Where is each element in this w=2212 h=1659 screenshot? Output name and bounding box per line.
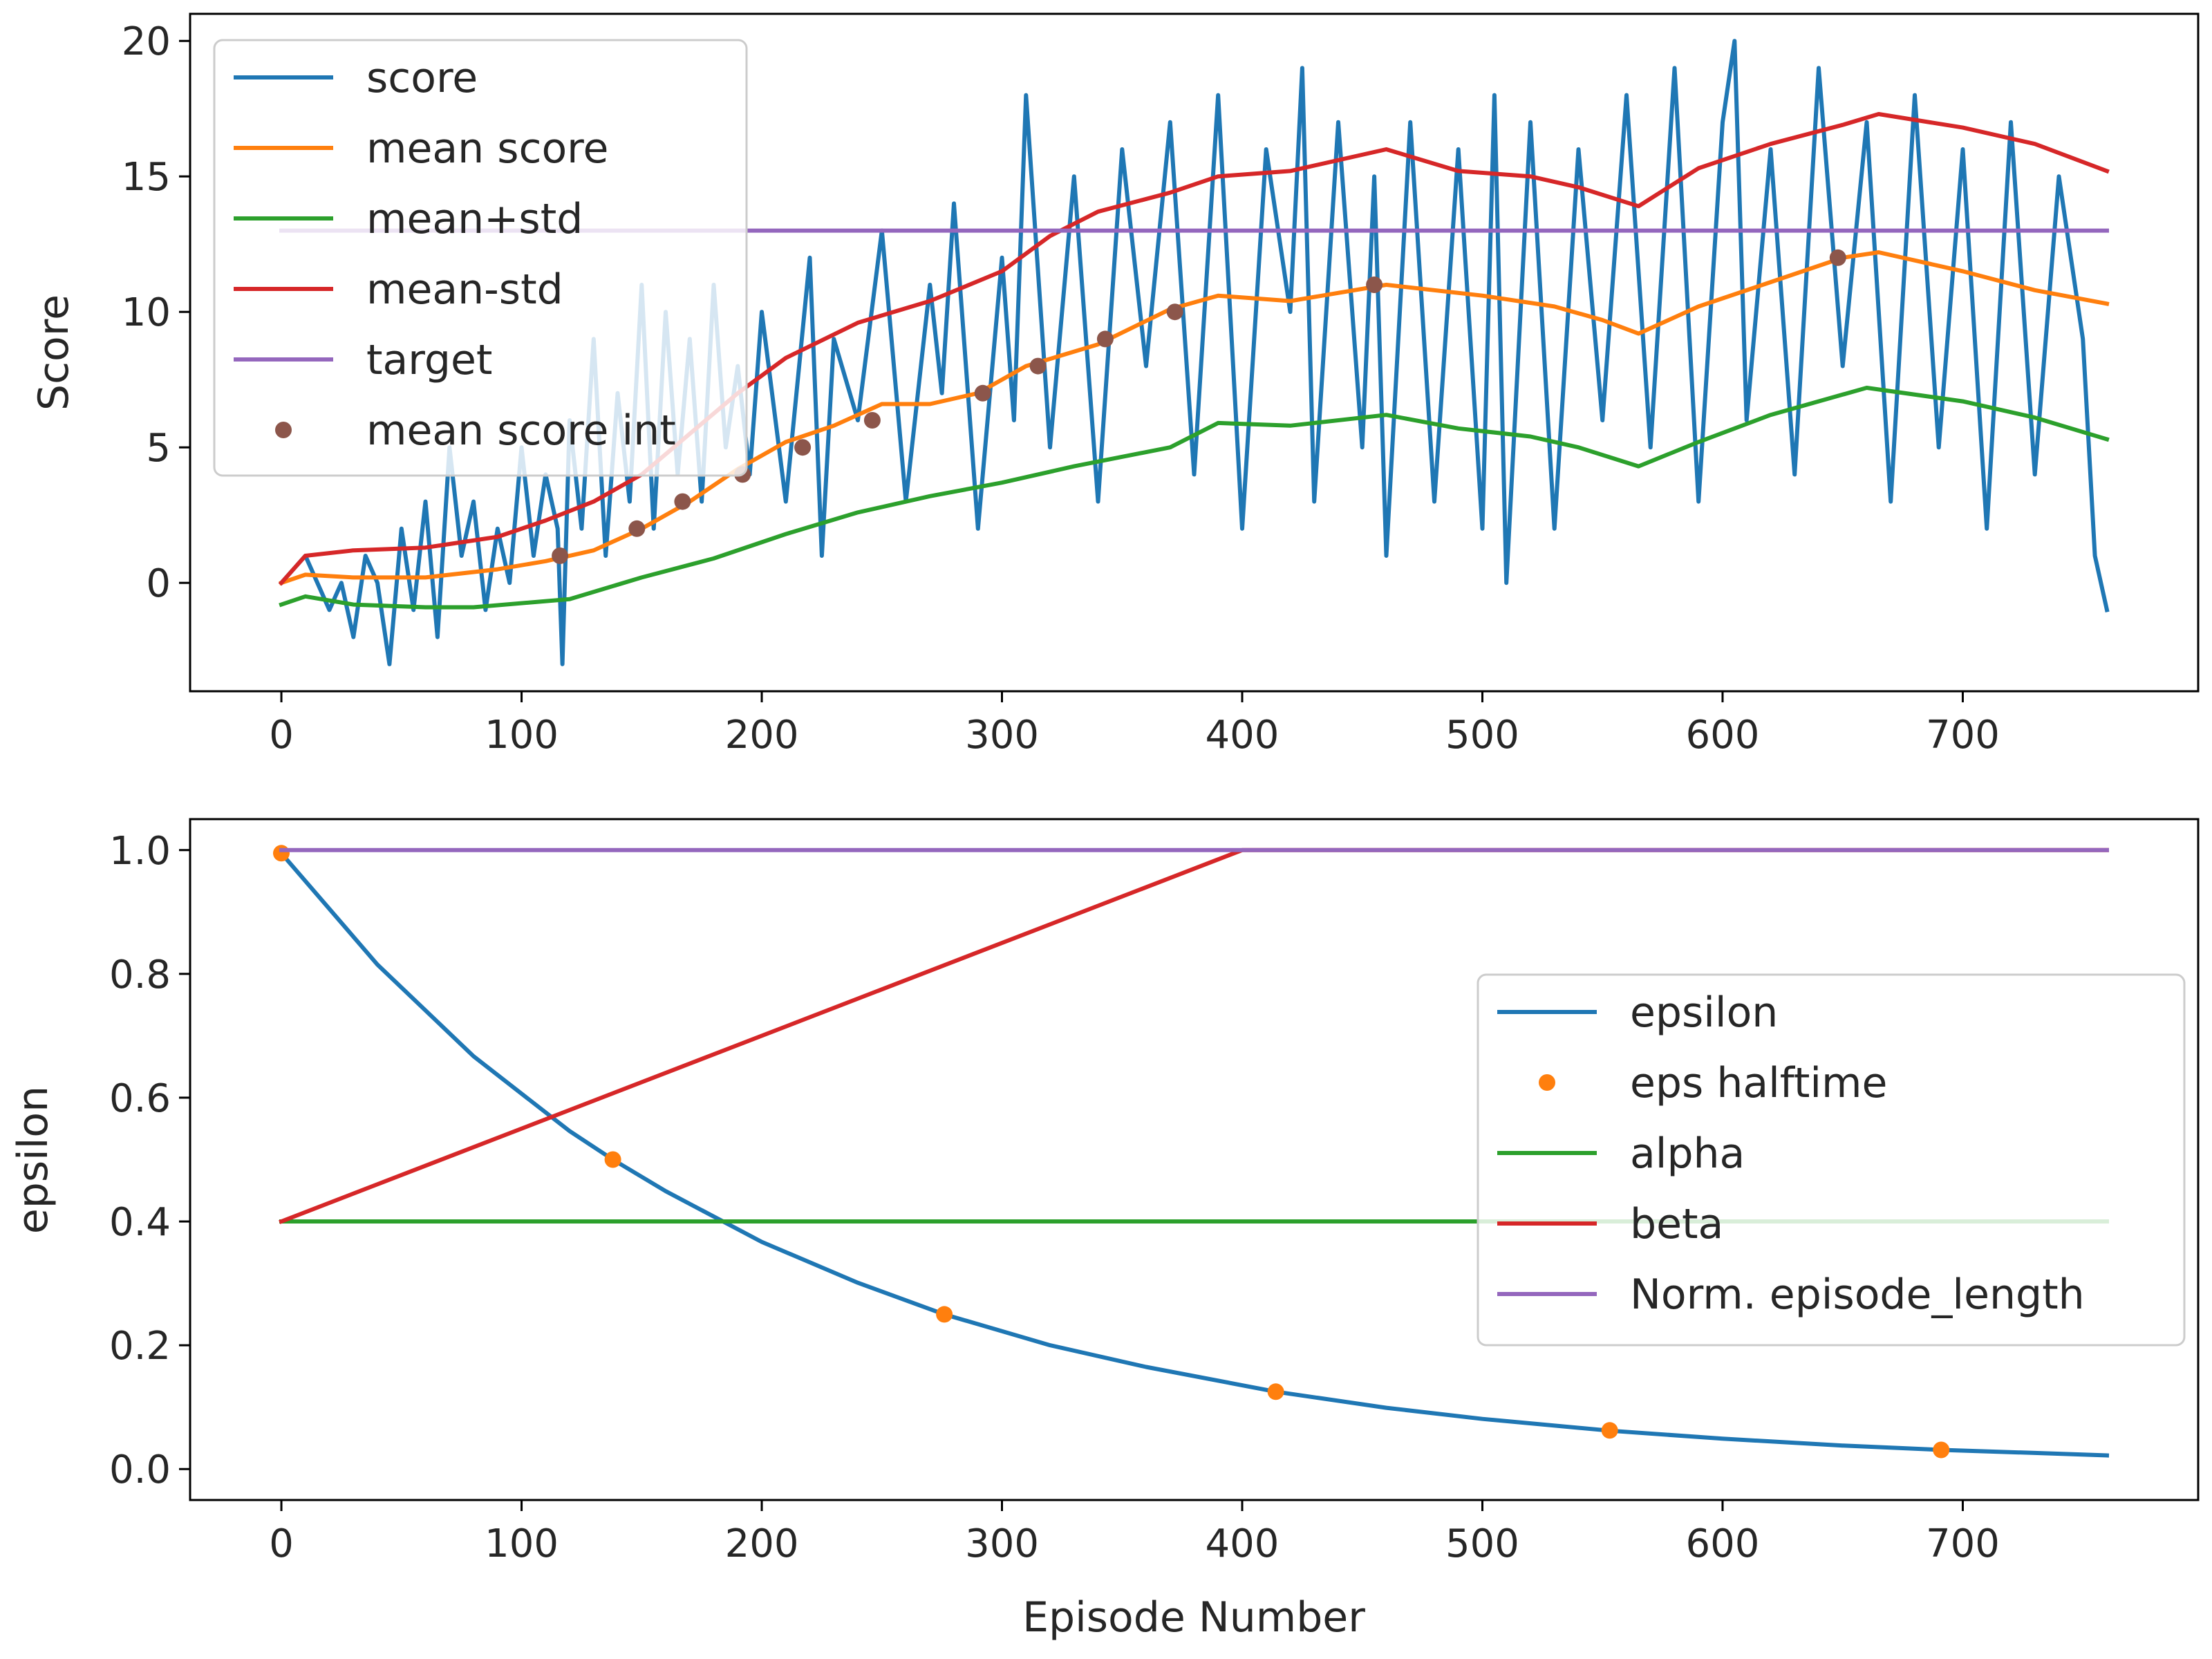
score-chart-point-mean-score-int-2 — [674, 493, 691, 510]
score-chart-y-tick-label: 0 — [146, 561, 171, 606]
epsilon-chart-y-axis-label: epsilon — [9, 1086, 57, 1234]
score-chart-legend-label-score: score — [366, 54, 478, 102]
score-chart-x-tick-label: 200 — [725, 713, 799, 758]
score-chart-point-mean-score-int-5 — [863, 412, 881, 429]
epsilon-chart: 0 100 200 300 400 500 600 700 0.0 0.2 0.4 0.6 0.8 1.0… — [9, 818, 2200, 1642]
score-chart-point-mean-score-int-10 — [1366, 276, 1383, 293]
epsilon-chart-legend-label-beta: beta — [1630, 1200, 1723, 1248]
score-chart-series-score — [278, 39, 2110, 666]
epsilon-chart-y-tick-label: 1.0 — [109, 829, 171, 874]
epsilon-chart-y-tick-label: 0.6 — [109, 1076, 171, 1121]
epsilon-chart-legend: epsilon eps halftime alpha beta Norm. episod… — [1477, 973, 2186, 1347]
score-chart-legend: score mean score mean+std mean-std target mea… — [213, 39, 748, 477]
epsilon-chart-y-tick-label: 0.2 — [109, 1324, 171, 1369]
score-chart-point-mean-score-int-11 — [1829, 249, 1846, 266]
epsilon-chart-point-eps-halftime-2 — [936, 1306, 953, 1323]
score-chart-ticks: 0 100 200 300 400 500 600 700 0 5 10 15 20 — [122, 19, 2000, 758]
epsilon-chart-y-tick-label: 0.0 — [109, 1447, 171, 1492]
epsilon-chart-x-tick-label: 100 — [485, 1521, 559, 1566]
epsilon-chart-point-eps-halftime-4 — [1601, 1422, 1618, 1439]
epsilon-chart-x-tick-label: 600 — [1686, 1521, 1760, 1566]
epsilon-chart-y-tick-label: 0.8 — [109, 953, 171, 997]
epsilon-chart-legend-handle-eps-halftime — [1539, 1074, 1555, 1091]
score-chart-legend-label-mean-score-int: mean score int — [366, 406, 676, 455]
epsilon-chart-x-tick-label: 0 — [269, 1521, 294, 1566]
score-chart-point-mean-score-int-0 — [552, 547, 569, 564]
score-chart-x-tick-label: 400 — [1206, 713, 1280, 758]
score-chart-point-mean-score-int-8 — [1096, 330, 1114, 348]
score-chart-x-tick-label: 0 — [269, 713, 294, 758]
score-chart-x-tick-label: 300 — [965, 713, 1039, 758]
score-chart-legend-label-mean-std: mean-std — [366, 265, 563, 314]
score-chart-y-tick-label: 10 — [122, 290, 171, 335]
score-chart-x-tick-label: 100 — [485, 713, 559, 758]
epsilon-chart-x-tick-label: 200 — [725, 1521, 799, 1566]
score-chart-x-tick-label: 700 — [1926, 713, 2000, 758]
score-chart-point-mean-score-int-4 — [794, 439, 812, 456]
epsilon-chart-x-axis-label: Episode Number — [1022, 1593, 1365, 1642]
score-chart-series-mean-std — [278, 112, 2110, 586]
epsilon-chart-point-eps-halftime-1 — [604, 1151, 621, 1168]
score-chart-series-mean-std — [279, 386, 2110, 610]
score-chart-y-tick-label: 15 — [122, 155, 171, 200]
epsilon-chart-x-tick-label: 300 — [965, 1521, 1039, 1566]
epsilon-chart-ticks: 0 100 200 300 400 500 600 700 0.0 0.2 0.4 0.6 0.8 1.0 — [109, 829, 2000, 1566]
score-chart-point-mean-score-int-1 — [628, 520, 646, 537]
score-chart-legend-handle-mean-score-int — [275, 422, 292, 438]
score-chart-frame — [189, 12, 2200, 693]
epsilon-chart-legend-label-norm-episode-length: Norm. episode_length — [1630, 1271, 2085, 1319]
score-chart-legend-box — [213, 39, 748, 477]
score-chart-legend-label-mean-score: mean score — [366, 124, 608, 173]
epsilon-chart-point-eps-halftime-5 — [1933, 1441, 1950, 1459]
score-chart-y-tick-label: 5 — [146, 426, 171, 471]
score-chart-point-mean-score-int-6 — [974, 384, 991, 402]
score-chart-y-axis-label: Score — [30, 294, 78, 411]
epsilon-chart-legend-label-alpha: alpha — [1630, 1130, 1745, 1178]
score-chart-x-tick-label: 500 — [1445, 713, 1519, 758]
epsilon-chart-point-eps-halftime-3 — [1267, 1383, 1284, 1400]
epsilon-chart-frame — [189, 818, 2200, 1501]
score-chart-plot-area — [278, 39, 2110, 666]
epsilon-chart-legend-label-epsilon: epsilon — [1630, 988, 1778, 1037]
score-chart-x-tick-label: 600 — [1686, 713, 1760, 758]
epsilon-chart-legend-box — [1477, 973, 2186, 1347]
epsilon-chart-point-eps-halftime-0 — [273, 845, 290, 862]
score-chart-point-mean-score-int-9 — [1166, 303, 1183, 321]
epsilon-chart-x-tick-label: 700 — [1926, 1521, 2000, 1566]
score-chart-y-tick-label: 20 — [122, 19, 171, 64]
epsilon-chart-series-epsilon — [278, 850, 2110, 1458]
epsilon-chart-legend-label-eps-halftime: eps halftime — [1630, 1059, 1887, 1107]
epsilon-chart-x-tick-label: 400 — [1206, 1521, 1280, 1566]
score-chart-legend-label-mean-std: mean+std — [366, 195, 583, 243]
score-chart-point-mean-score-int-7 — [1029, 357, 1047, 375]
epsilon-chart-plot-area — [273, 845, 2110, 1459]
score-chart-legend-label-target: target — [366, 336, 492, 384]
epsilon-chart-y-tick-label: 0.4 — [109, 1200, 171, 1245]
epsilon-chart-x-tick-label: 500 — [1445, 1521, 1519, 1566]
score-chart: 0 100 200 300 400 500 600 700 0 5 10 15 20 Score sco… — [30, 12, 2200, 758]
